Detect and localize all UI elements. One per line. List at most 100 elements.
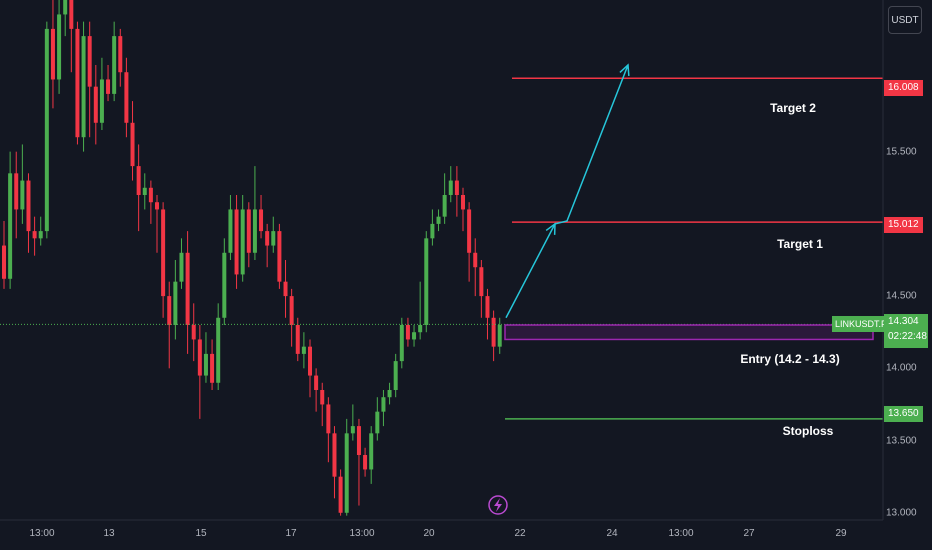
candle-body bbox=[399, 325, 404, 362]
x-tick-label: 24 bbox=[606, 528, 618, 539]
lightning-icon[interactable] bbox=[488, 495, 508, 515]
candle bbox=[485, 288, 490, 340]
candle bbox=[179, 238, 184, 289]
candle bbox=[418, 281, 423, 340]
arrowhead-1 bbox=[545, 222, 556, 235]
candle-body bbox=[252, 209, 257, 253]
entry-zone[interactable] bbox=[504, 324, 874, 341]
candle bbox=[289, 288, 294, 347]
candle-body bbox=[8, 173, 13, 279]
candle bbox=[473, 238, 478, 297]
candle-body bbox=[442, 195, 447, 217]
candle bbox=[87, 21, 92, 138]
candle-body bbox=[381, 397, 386, 412]
candle bbox=[375, 397, 380, 441]
candle bbox=[405, 317, 410, 347]
candle bbox=[338, 469, 343, 516]
candle-body bbox=[106, 79, 111, 94]
candle bbox=[252, 166, 257, 260]
candle-body bbox=[228, 209, 233, 253]
candle-body bbox=[44, 28, 49, 232]
x-tick-label: 29 bbox=[835, 528, 847, 539]
y-tick-label: 13.500 bbox=[886, 435, 917, 447]
candle-body bbox=[14, 173, 19, 210]
candle bbox=[295, 317, 300, 362]
candle-body bbox=[57, 14, 62, 80]
candle bbox=[155, 195, 159, 253]
projection-path[interactable] bbox=[505, 64, 629, 319]
candle-body bbox=[142, 187, 147, 195]
x-tick-label: 13:00 bbox=[349, 528, 375, 539]
candle-body bbox=[210, 353, 215, 383]
candle bbox=[228, 195, 233, 260]
candle-body bbox=[393, 361, 398, 390]
candle-body bbox=[259, 209, 264, 232]
candle-body bbox=[430, 223, 435, 239]
candle-body bbox=[234, 209, 239, 275]
candle-body bbox=[295, 325, 300, 354]
candle bbox=[356, 418, 361, 506]
x-tick-label: 20 bbox=[423, 528, 435, 539]
candle-body bbox=[344, 433, 349, 513]
candle bbox=[142, 173, 147, 210]
candle bbox=[491, 310, 496, 362]
candle-body bbox=[338, 476, 343, 513]
x-tick-label: 17 bbox=[285, 528, 297, 539]
candle bbox=[93, 65, 98, 145]
candle bbox=[301, 332, 306, 369]
candle bbox=[161, 202, 166, 318]
candle-body bbox=[118, 36, 123, 73]
candle-body bbox=[161, 209, 166, 297]
candle-body bbox=[363, 455, 368, 470]
candle-body bbox=[99, 79, 104, 123]
candle bbox=[148, 180, 153, 224]
candle-body bbox=[387, 390, 392, 398]
candle-body bbox=[454, 180, 459, 195]
candle-body bbox=[375, 411, 380, 434]
candle-body bbox=[191, 325, 196, 340]
candle-body bbox=[136, 166, 141, 195]
candle bbox=[314, 368, 319, 412]
candle-body bbox=[320, 390, 325, 405]
candle bbox=[454, 166, 459, 217]
candle-body bbox=[485, 296, 490, 318]
candle-body bbox=[448, 180, 453, 195]
candle-body bbox=[222, 252, 227, 318]
candle bbox=[216, 303, 221, 390]
candle-body bbox=[216, 317, 221, 383]
candle-body bbox=[130, 122, 135, 167]
candle-body bbox=[38, 231, 43, 239]
x-tick-label: 13 bbox=[103, 528, 115, 539]
candle bbox=[63, 0, 68, 37]
candles bbox=[2, 0, 502, 516]
candle bbox=[387, 382, 392, 405]
symbol-tag: LINKUSDT.P bbox=[832, 316, 891, 332]
x-tick-label: 27 bbox=[743, 528, 755, 539]
candle bbox=[320, 382, 325, 427]
candle bbox=[393, 353, 398, 398]
entry-label: Entry (14.2 - 14.3) bbox=[740, 352, 840, 366]
candle bbox=[130, 101, 135, 181]
currency-button[interactable]: USDT bbox=[888, 6, 922, 34]
candle bbox=[106, 65, 111, 102]
candle bbox=[81, 21, 86, 152]
projection-arrow bbox=[505, 63, 630, 319]
candle bbox=[412, 325, 417, 347]
candle-body bbox=[461, 195, 465, 210]
candle bbox=[497, 317, 502, 354]
candle-body bbox=[356, 426, 361, 455]
y-tick-label: 14.500 bbox=[886, 290, 917, 302]
candle bbox=[265, 223, 270, 268]
candle bbox=[350, 404, 355, 441]
candle bbox=[240, 195, 245, 282]
candle-body bbox=[75, 28, 80, 138]
target2-price-tag: 16.008 bbox=[884, 80, 923, 96]
candle-body bbox=[26, 180, 31, 232]
candle bbox=[69, 0, 74, 73]
candle bbox=[399, 317, 404, 369]
target1-label: Target 1 bbox=[777, 237, 823, 251]
candle bbox=[259, 195, 264, 239]
arrowhead-2 bbox=[619, 63, 630, 77]
candle bbox=[197, 325, 202, 419]
